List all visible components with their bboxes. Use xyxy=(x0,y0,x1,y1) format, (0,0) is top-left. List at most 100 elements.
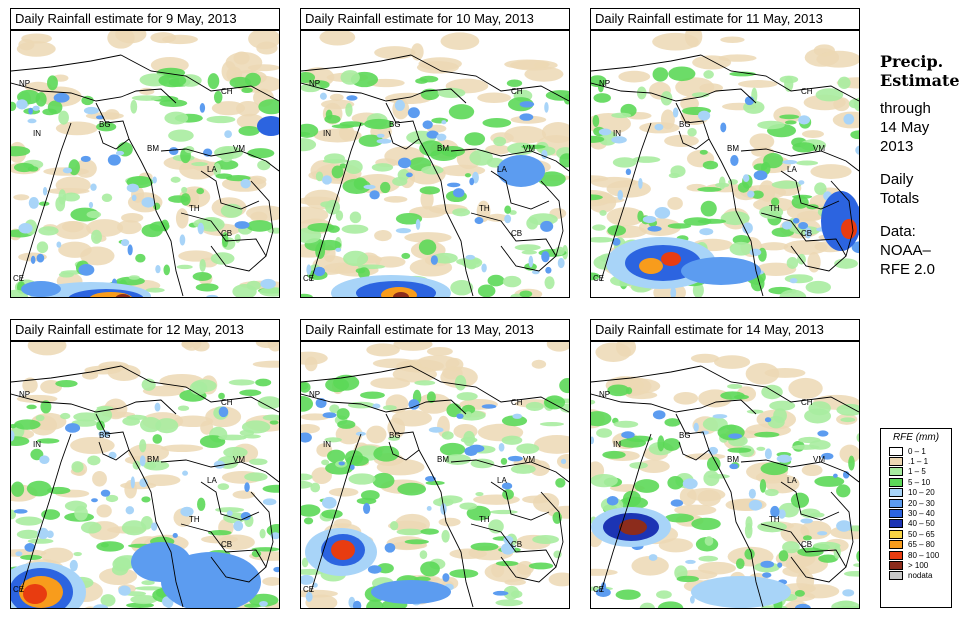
country-label: CE xyxy=(13,274,24,283)
country-label: TH xyxy=(479,515,490,524)
country-label: VM xyxy=(813,144,825,153)
country-label: BG xyxy=(99,431,111,440)
panel-title: Daily Rainfall estimate for 11 May, 2013 xyxy=(590,8,860,30)
legend-item: 5 – 10 xyxy=(881,477,951,487)
legend-label: > 100 xyxy=(908,560,929,570)
legend-swatch xyxy=(889,488,903,498)
data-source-3: RFE 2.0 xyxy=(880,261,936,278)
country-label: IN xyxy=(323,129,331,138)
legend-item: > 100 xyxy=(881,560,951,570)
country-label: CB xyxy=(511,229,522,238)
legend-item: 40 – 50 xyxy=(881,519,951,529)
country-label: NP xyxy=(19,79,30,88)
country-label: BM xyxy=(727,144,739,153)
legend-swatch xyxy=(889,540,903,550)
legend-label: 80 – 100 xyxy=(908,550,940,560)
country-label: CH xyxy=(511,398,523,407)
panel-title: Daily Rainfall estimate for 9 May, 2013 xyxy=(10,8,280,30)
legend-item: 10 – 20 xyxy=(881,488,951,498)
legend-label: 0 – 1 xyxy=(908,446,926,456)
country-label: IN xyxy=(33,440,41,449)
legend-label: nodata xyxy=(908,571,933,581)
map-svg: NP CH IN BG BM VM LA TH CB CE xyxy=(591,342,859,608)
country-label: BM xyxy=(147,455,159,464)
end-date-line2: 2013 xyxy=(880,138,914,155)
legend-item: 30 – 40 xyxy=(881,508,951,519)
map-panel: Daily Rainfall estimate for 9 May, 2013 … xyxy=(10,8,280,298)
map-svg: NP CH IN BG BM VM LA TH CB CE xyxy=(11,31,279,297)
rainfall-map: NP CH IN BG BM VM LA TH CB CE xyxy=(10,30,280,298)
country-label: BM xyxy=(437,455,449,464)
country-label: IN xyxy=(613,129,621,138)
legend-swatch xyxy=(889,446,903,456)
legend-label: 65 – 80 xyxy=(908,540,935,550)
country-label: NP xyxy=(19,390,30,399)
rainfall-map: NP CH IN BG BM VM LA TH CB CE xyxy=(300,30,570,298)
country-label: CH xyxy=(511,87,523,96)
legend-label: 10 – 20 xyxy=(908,488,935,498)
country-label: NP xyxy=(599,390,610,399)
legend-item: 65 – 80 xyxy=(881,540,951,550)
panel-title: Daily Rainfall estimate for 12 May, 2013 xyxy=(10,319,280,341)
legend-label: .1 – 1 xyxy=(908,457,929,467)
country-label: BG xyxy=(99,120,111,129)
legend-label: 30 – 40 xyxy=(908,509,935,519)
data-source-1: Data: xyxy=(880,223,916,240)
data-source-2: NOAA– xyxy=(880,242,931,259)
legend-swatch xyxy=(889,457,903,467)
legend-item: 0 – 1 xyxy=(881,446,951,456)
legend-swatch xyxy=(889,571,903,581)
country-label: CB xyxy=(221,540,232,549)
rainfall-map: NP CH IN BG BM VM LA TH CB CE xyxy=(10,341,280,609)
country-label: CB xyxy=(511,540,522,549)
country-label: LA xyxy=(207,165,217,174)
country-label: CE xyxy=(593,274,604,283)
rainfall-map: NP CH IN BG BM VM LA TH CB CE xyxy=(590,341,860,609)
map-panel: Daily Rainfall estimate for 11 May, 2013… xyxy=(590,8,860,298)
through-label: through xyxy=(880,100,931,117)
country-label: BG xyxy=(679,120,691,129)
country-label: TH xyxy=(189,515,200,524)
map-svg: NP CH IN BG BM VM LA TH CB CE xyxy=(591,31,859,297)
country-label: CH xyxy=(801,87,813,96)
country-label: BG xyxy=(389,431,401,440)
country-label: CE xyxy=(303,585,314,594)
country-label: IN xyxy=(323,440,331,449)
legend-item: 80 – 100 xyxy=(881,550,951,560)
country-label: CH xyxy=(221,398,233,407)
legend-label: 50 – 65 xyxy=(908,529,935,539)
country-label: LA xyxy=(497,165,507,174)
end-date-line1: 14 May xyxy=(880,119,930,136)
country-label: LA xyxy=(787,165,797,174)
country-label: TH xyxy=(479,204,490,213)
country-label: VM xyxy=(813,455,825,464)
legend-item: 20 – 30 xyxy=(881,498,951,508)
country-label: CE xyxy=(303,274,314,283)
legend-item: 1 – 5 xyxy=(881,467,951,477)
daily-label-2: Totals xyxy=(880,190,920,207)
country-label: CB xyxy=(801,229,812,238)
country-label: BM xyxy=(147,144,159,153)
country-label: NP xyxy=(309,79,320,88)
country-label: IN xyxy=(613,440,621,449)
legend-swatch xyxy=(889,498,903,508)
legend-swatch xyxy=(889,529,903,539)
country-label: LA xyxy=(497,476,507,485)
map-svg: NP CH IN BG BM VM LA TH CB CE xyxy=(301,31,569,297)
country-label: BM xyxy=(727,455,739,464)
panel-title: Daily Rainfall estimate for 10 May, 2013 xyxy=(300,8,570,30)
country-label: VM xyxy=(233,455,245,464)
legend-swatch xyxy=(889,519,903,529)
legend-swatch xyxy=(889,467,903,477)
rainfall-map: NP CH IN BG BM VM LA TH CB CE xyxy=(300,341,570,609)
legend-swatch xyxy=(889,560,903,570)
legend-title: RFE (mm) xyxy=(892,432,940,443)
country-label: CH xyxy=(221,87,233,96)
legend-label: 40 – 50 xyxy=(908,519,935,529)
country-label: CE xyxy=(13,585,24,594)
legend-label: 5 – 10 xyxy=(908,477,931,487)
country-label: TH xyxy=(769,515,780,524)
country-label: NP xyxy=(309,390,320,399)
